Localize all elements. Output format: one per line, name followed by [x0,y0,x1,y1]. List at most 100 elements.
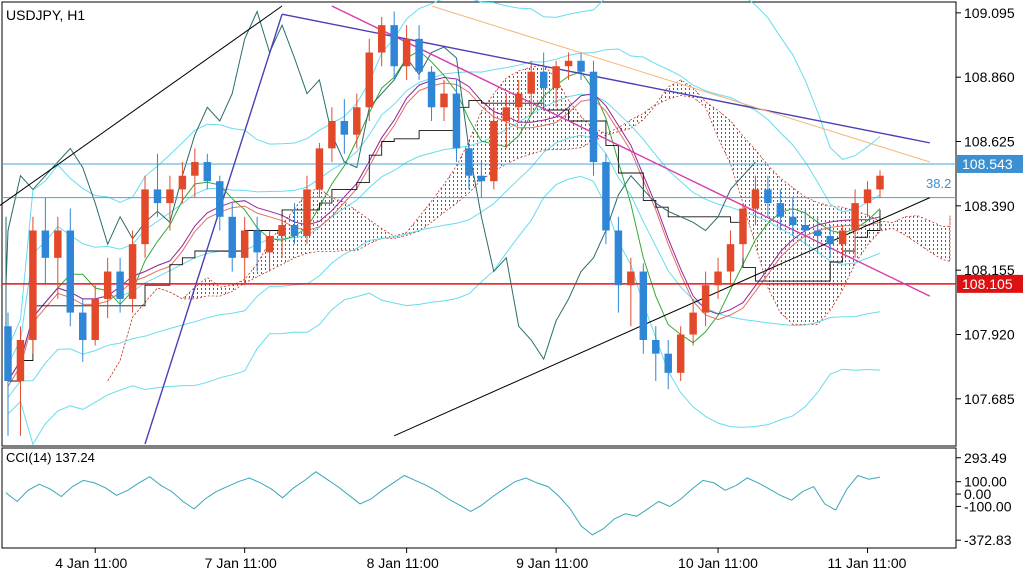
time-tick-label: 8 Jan 11:00 [367,555,439,571]
time-tick-label: 11 Jan 11:00 [828,555,907,571]
time-axis: 4 Jan 11:00 7 Jan 11:00 8 Jan 11:00 9 Jan 1… [55,548,907,571]
candle-body [751,189,760,209]
cci-title: CCI(14) 137.24 [6,450,95,465]
candle-body [801,225,809,231]
candle-body [253,230,261,253]
bollinger-line [7,175,881,446]
candle-body [427,71,436,108]
main-plot-frame [1,1,957,447]
candle-body [440,93,448,108]
candle-body [41,230,50,258]
price-tick-label: 108.155 [964,262,1015,278]
ma-slow-line [7,76,881,382]
symbol-title: USDJPY, H1 [6,7,85,23]
ichimoku-cloud [107,64,951,382]
candle-body [415,38,423,72]
candle-body [826,235,834,245]
indicator-plot-frame [1,447,957,549]
candle-body [178,175,187,190]
bollinger-middle [7,93,881,382]
candle-body [203,162,212,182]
time-tick-label: 4 Jan 11:00 [55,555,127,571]
price-tag [957,154,1023,173]
candle-body [515,93,523,108]
candle-body [377,25,386,53]
cloud-area [107,64,951,382]
candle-body [29,230,37,340]
candle-body [16,339,25,382]
candle-body [764,189,772,204]
price-tag-label: 108.543 [962,156,1013,172]
candle-body [876,175,884,190]
candle-body [614,230,623,286]
cci-tick-label: -372.83 [964,532,1012,548]
candle-body [789,216,797,225]
candle-body [564,60,573,67]
price-tick-label: 109.095 [964,5,1015,21]
candle-body [54,230,62,258]
candle-body [577,60,585,72]
trend-blue-up-line [144,13,283,445]
price-tag [957,274,1023,293]
cci-tick-label: 0.00 [964,486,991,502]
candle-body [739,208,747,245]
candle-body [701,285,710,313]
candle-body [838,230,847,245]
candle-body [851,203,859,231]
time-tick-label: 9 Jan 11:00 [516,555,588,571]
channel-upper-line [0,5,283,207]
candle-body [103,271,112,299]
candle-body [315,148,324,190]
price-tick-label: 108.390 [964,198,1015,214]
candle-body [191,162,199,176]
candle-body [589,71,598,163]
candle-body [278,225,286,236]
candle-body [303,189,311,236]
candle-body [340,120,349,135]
bollinger-line [7,134,881,398]
candle-body [66,230,75,313]
price-tag-label: 108.105 [962,276,1013,292]
candle-body [116,271,124,299]
price-tick-label: 107.685 [964,391,1015,407]
candle-body [166,189,174,204]
candle-body [552,66,560,89]
price-axis: 109.095 108.860 108.625 108.390 108.155 107.9… [956,5,1023,407]
candle-body [365,52,373,108]
candle-body [465,148,473,176]
bollinger-line [7,48,881,365]
cci-tick-label: 293.49 [964,450,1007,466]
candle-body [527,71,535,94]
price-tick-label: 108.860 [964,69,1015,85]
candle-body [539,71,548,89]
trend-orange-line [431,5,930,163]
candle-body [639,271,648,340]
candle-body [863,189,872,204]
candle-body [627,271,635,286]
candle-body [714,271,722,286]
candle-body [390,25,398,67]
candle-body [290,225,299,236]
candle-body [689,312,697,335]
candle-body [328,120,336,149]
bollinger-line [7,0,881,349]
candle-body [216,181,224,217]
candle-body [141,189,149,245]
candle-body [726,244,735,272]
candle-body [91,298,99,340]
time-tick-label: 7 Jan 11:00 [205,555,277,571]
candle-body [4,326,12,382]
candle-body [153,189,162,204]
candle-body [676,334,685,373]
candle-body [228,216,236,258]
fib-label: 38.2 [926,176,951,191]
candle-body [776,203,785,217]
cci-line [5,471,881,536]
candle-body [502,107,511,121]
candle-body [265,235,274,253]
candle-body [240,230,249,258]
candle-body [402,38,411,67]
price-tick-label: 108.625 [964,134,1015,150]
